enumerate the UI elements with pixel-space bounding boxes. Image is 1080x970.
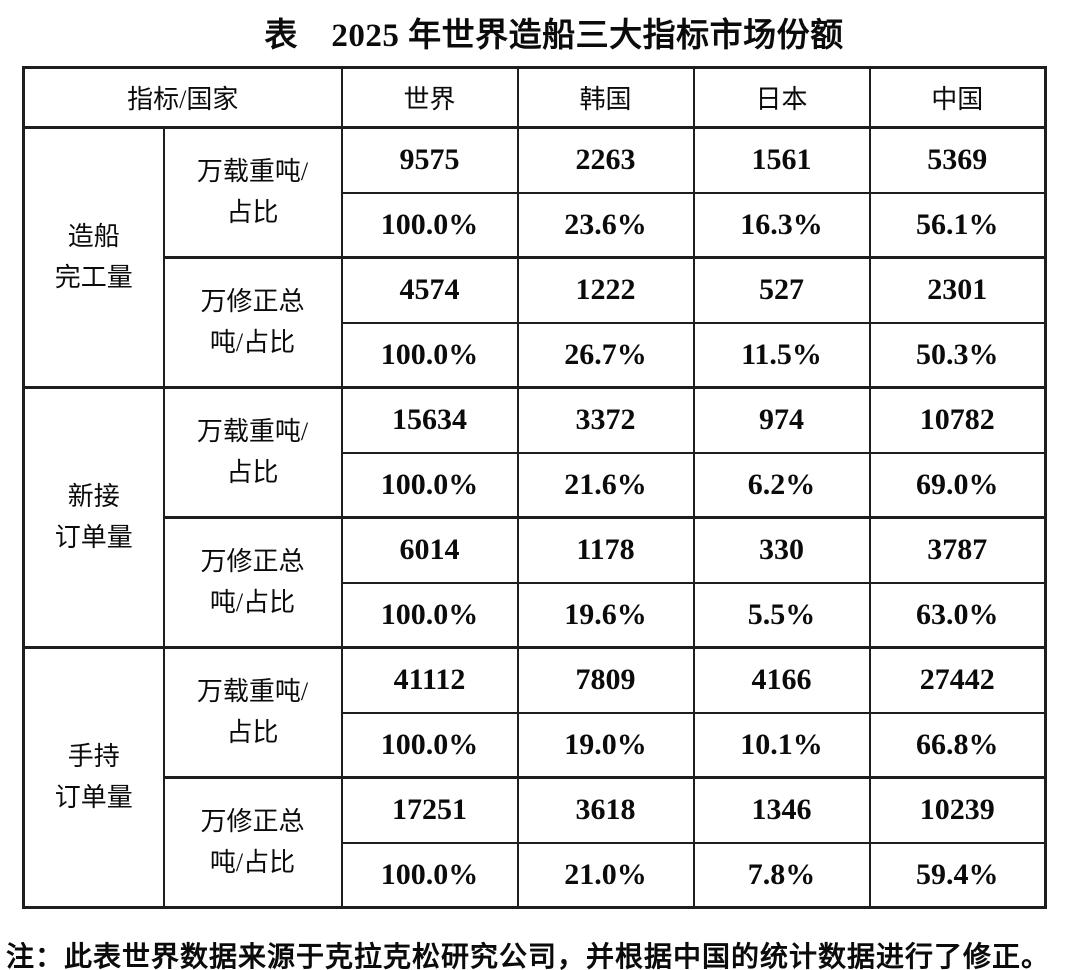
unit-label-dwt: 万载重吨/ 占比 (162, 386, 343, 519)
section-label-line: 新接 (67, 482, 120, 512)
share-cell: 21.6% (516, 451, 695, 519)
table-row: 新接 订单量 万载重吨/ 占比 15634 3372 974 10782 (22, 386, 1047, 649)
unit-label-line: 吨/占比 (209, 327, 296, 357)
value-cell: 3618 (516, 776, 695, 843)
share-cell: 63.0% (868, 581, 1047, 649)
section-label-line: 手持 (67, 742, 120, 772)
value-cell: 3787 (868, 516, 1047, 583)
footnote: 注：此表世界数据来源于克拉克松研究公司，并根据中国的统计数据进行了修正。 (6, 942, 1051, 970)
section-label-new-orders: 新接 订单量 (22, 386, 165, 649)
table-row: 100.0% 21.0% 7.8% 59.4% (24, 841, 1047, 909)
table-row: 万修正总 吨/占比 4574 1222 527 2301 (24, 256, 1047, 389)
share-cell: 59.4% (868, 841, 1047, 909)
unit-label-line: 万载重吨/ (196, 417, 309, 447)
share-cell: 6.2% (692, 451, 871, 519)
share-cell: 16.3% (692, 191, 871, 259)
value-cell: 4166 (692, 646, 871, 713)
share-cell: 100.0% (340, 321, 519, 389)
unit-label-cgt: 万修正总 吨/占比 (162, 256, 343, 389)
value-cell: 2301 (868, 256, 1047, 323)
table-row: 万修正总 吨/占比 17251 3618 1346 10239 (24, 776, 1047, 909)
unit-label-line: 吨/占比 (209, 847, 296, 877)
corner-header: 指标/国家 (22, 66, 343, 129)
table-row: 100.0% 26.7% 11.5% 50.3% (24, 321, 1047, 389)
country-header-korea: 韩国 (516, 66, 695, 129)
value-cell: 10782 (868, 386, 1047, 453)
share-cell: 100.0% (340, 841, 519, 909)
value-cell: 2263 (516, 126, 695, 193)
table-title: 表 2025 年世界造船三大指标市场份额 (264, 18, 844, 54)
country-header-world: 世界 (340, 66, 519, 129)
share-cell: 10.1% (692, 711, 871, 779)
unit-label-dwt: 万载重吨/ 占比 (162, 646, 343, 779)
value-cell: 27442 (868, 646, 1047, 713)
share-cell: 56.1% (868, 191, 1047, 259)
share-cell: 23.6% (516, 191, 695, 259)
unit-label-line: 万修正总 (200, 287, 305, 317)
table-row: 手持 订单量 万载重吨/ 占比 41112 7809 4166 27442 (22, 646, 1047, 909)
section-label-line: 订单量 (54, 782, 133, 812)
share-cell: 100.0% (340, 581, 519, 649)
unit-label-line: 万修正总 (200, 807, 305, 837)
share-cell: 100.0% (340, 711, 519, 779)
section-label-completions: 造船 完工量 (22, 126, 165, 389)
table-row: 万修正总 吨/占比 6014 1178 330 3787 (24, 516, 1047, 649)
value-cell: 1346 (692, 776, 871, 843)
table-row: 100.0% 19.6% 5.5% 63.0% (24, 581, 1047, 649)
share-cell: 50.3% (868, 321, 1047, 389)
unit-label-cgt: 万修正总 吨/占比 (162, 776, 343, 909)
value-cell: 330 (692, 516, 871, 583)
section-label-line: 订单量 (54, 522, 133, 552)
value-cell: 4574 (340, 256, 519, 323)
share-cell: 21.0% (516, 841, 695, 909)
share-cell: 69.0% (868, 451, 1047, 519)
share-cell: 66.8% (868, 711, 1047, 779)
value-cell: 527 (692, 256, 871, 323)
market-share-table: 指标/国家 世界 韩国 日本 中国 造船 完工量 万载重吨/ 占比 9575 2… (22, 66, 1048, 909)
unit-label-cgt: 万修正总 吨/占比 (162, 516, 343, 649)
value-cell: 1178 (516, 516, 695, 583)
share-cell: 100.0% (340, 451, 519, 519)
share-cell: 19.6% (516, 581, 695, 649)
country-header-japan: 日本 (692, 66, 871, 129)
unit-label-line: 占比 (226, 197, 279, 227)
share-cell: 5.5% (692, 581, 871, 649)
table-row: 100.0% 23.6% 16.3% 56.1% (24, 191, 1047, 259)
value-cell: 6014 (340, 516, 519, 583)
unit-label-dwt: 万载重吨/ 占比 (162, 126, 343, 259)
share-cell: 19.0% (516, 711, 695, 779)
unit-label-line: 万载重吨/ (196, 157, 309, 187)
share-cell: 100.0% (340, 191, 519, 259)
value-cell: 41112 (340, 646, 519, 713)
table-row: 100.0% 19.0% 10.1% 66.8% (24, 711, 1047, 779)
unit-label-line: 万修正总 (200, 547, 305, 577)
value-cell: 17251 (340, 776, 519, 843)
value-cell: 7809 (516, 646, 695, 713)
unit-label-line: 万载重吨/ (196, 677, 309, 707)
value-cell: 1561 (692, 126, 871, 193)
value-cell: 10239 (868, 776, 1047, 843)
value-cell: 5369 (868, 126, 1047, 193)
share-cell: 11.5% (692, 321, 871, 389)
value-cell: 9575 (340, 126, 519, 193)
section-label-orderbook: 手持 订单量 (22, 646, 165, 909)
value-cell: 3372 (516, 386, 695, 453)
value-cell: 974 (692, 386, 871, 453)
unit-label-line: 占比 (226, 457, 279, 487)
header-row: 指标/国家 世界 韩国 日本 中国 (22, 66, 1047, 129)
value-cell: 15634 (340, 386, 519, 453)
section-label-line: 完工量 (54, 262, 133, 292)
section-label-line: 造船 (67, 222, 120, 252)
country-header-china: 中国 (868, 66, 1047, 129)
share-cell: 7.8% (692, 841, 871, 909)
table-row: 造船 完工量 万载重吨/ 占比 9575 2263 1561 5369 (22, 126, 1047, 389)
table-row: 100.0% 21.6% 6.2% 69.0% (24, 451, 1047, 519)
unit-label-line: 占比 (226, 717, 279, 747)
share-cell: 26.7% (516, 321, 695, 389)
unit-label-line: 吨/占比 (209, 587, 296, 617)
value-cell: 1222 (516, 256, 695, 323)
